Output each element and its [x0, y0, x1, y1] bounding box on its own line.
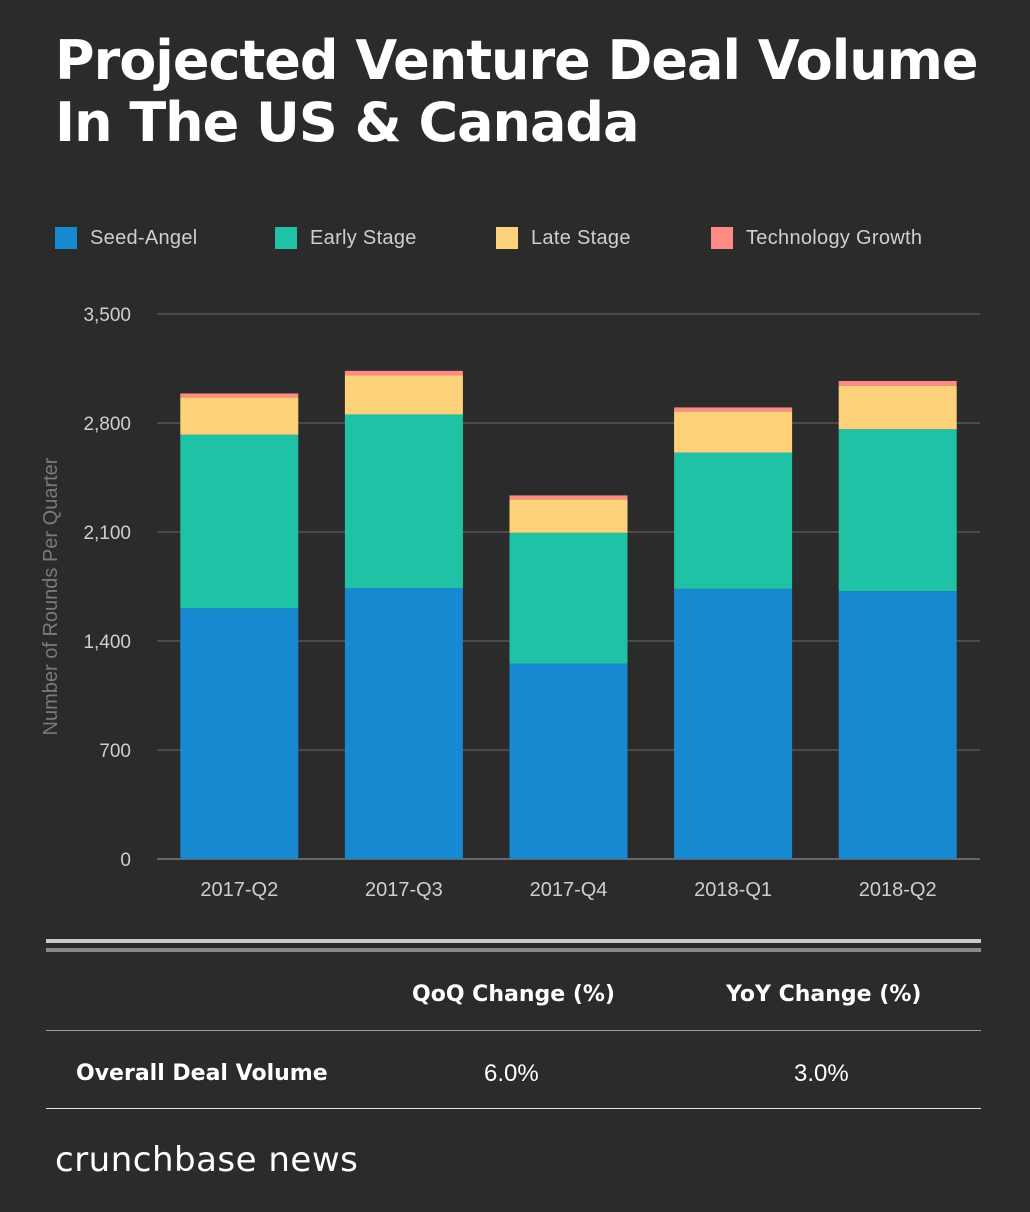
yoy-change-header: YoY Change (%)	[726, 982, 922, 1007]
y-axis-label: Number of Rounds Per Quarter	[40, 457, 62, 735]
table-header-divider	[46, 1030, 981, 1031]
x-tick-label-2017-q3: 2017-Q3	[365, 879, 443, 901]
legend-swatch-seed-angel	[55, 227, 77, 249]
legend-swatch-late-stage	[496, 227, 518, 249]
stacked-bar-chart: 0 700 1,400 2,100 2,800 3,500 Number of Rounds…	[40, 305, 980, 901]
bar-2017-q2-technology-growth	[180, 393, 299, 398]
bar-2017-q3-late-stage	[344, 375, 463, 415]
y-tick-label-0: 0	[120, 850, 131, 871]
legend-item-technology-growth: Technology Growth	[711, 224, 922, 252]
legend-item-late-stage: Late Stage	[496, 224, 631, 252]
overall-deal-volume-label: Overall Deal Volume	[76, 1061, 328, 1086]
bar-2018-q2-early-stage	[838, 429, 957, 592]
y-tick-label-700: 700	[99, 741, 131, 762]
bar-2018-q2-technology-growth	[838, 380, 957, 386]
legend-label-technology-growth: Technology Growth	[746, 226, 923, 249]
crunchbase-news-logo: crunchbase news	[55, 1140, 359, 1180]
bar-2018-q1-seed-angel	[674, 588, 793, 859]
legend-label-late-stage: Late Stage	[531, 226, 631, 249]
bar-2017-q2-late-stage	[180, 397, 299, 435]
legend-item-early-stage: Early Stage	[275, 224, 417, 252]
bar-2018-q2-seed-angel	[838, 591, 957, 859]
bar-2018-q1-late-stage	[674, 411, 793, 453]
bar-2017-q2-early-stage	[180, 434, 299, 609]
chart-title: Projected Venture Deal Volume In The US …	[55, 30, 1015, 154]
yoy-change-value: 3.0%	[794, 1060, 849, 1087]
y-tick-label-1400: 1,400	[83, 632, 131, 653]
bar-2017-q3-technology-growth	[344, 370, 463, 376]
x-tick-label-2018-q1: 2018-Q1	[694, 879, 772, 901]
legend-item-seed-angel: Seed-Angel	[55, 224, 198, 252]
table-top-rule	[46, 939, 981, 943]
bar-2018-q2-late-stage	[838, 385, 957, 430]
legend: Seed-Angel Early Stage Late Stage Techno…	[55, 224, 985, 252]
legend-label-seed-angel: Seed-Angel	[90, 226, 198, 249]
bar-2017-q4-seed-angel	[509, 663, 628, 859]
bar-2018-q1-technology-growth	[674, 407, 793, 412]
bar-2017-q4-early-stage	[509, 532, 628, 664]
bar-2017-q3-early-stage	[344, 414, 463, 589]
title-line-1: Projected Venture Deal Volume	[55, 29, 979, 92]
qoq-change-header: QoQ Change (%)	[412, 982, 615, 1007]
legend-swatch-early-stage	[275, 227, 297, 249]
qoq-change-value: 6.0%	[484, 1060, 539, 1087]
y-tick-label-2800: 2,800	[83, 414, 131, 435]
y-tick-label-2100: 2,100	[83, 523, 131, 544]
bar-2017-q2-seed-angel	[180, 608, 299, 859]
bar-2017-q4-late-stage	[509, 499, 628, 533]
legend-label-early-stage: Early Stage	[310, 226, 417, 249]
bar-2018-q1-early-stage	[674, 452, 793, 589]
title-line-2: In The US & Canada	[55, 91, 640, 154]
table-top-rule-secondary	[46, 948, 981, 952]
bar-2017-q4-technology-growth	[509, 495, 628, 500]
x-tick-label-2017-q2: 2017-Q2	[200, 879, 278, 901]
bar-2017-q3-seed-angel	[344, 588, 463, 859]
y-tick-label-3500: 3,500	[83, 305, 131, 326]
table-bottom-rule	[46, 1108, 981, 1109]
x-tick-label-2018-q2: 2018-Q2	[859, 879, 937, 901]
legend-swatch-technology-growth	[711, 227, 733, 249]
x-tick-label-2017-q4: 2017-Q4	[530, 879, 608, 901]
